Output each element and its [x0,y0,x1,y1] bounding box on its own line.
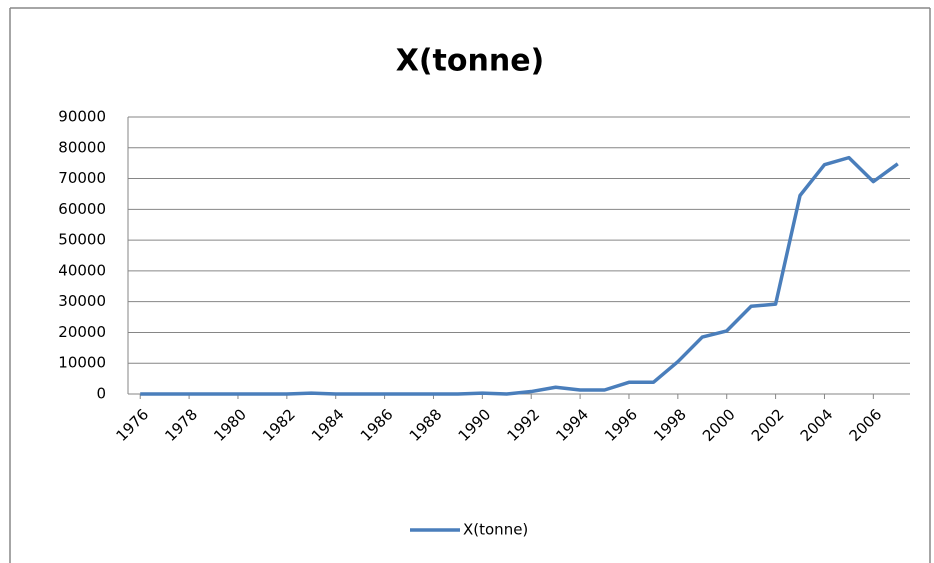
x-tick-label: 1978 [161,405,201,445]
x-tick-label: 1990 [455,405,495,445]
x-tick-label: 1998 [650,405,690,445]
x-tick-label: 2002 [748,405,788,445]
y-tick-label: 10000 [58,354,106,372]
x-tick-label: 1976 [112,405,152,445]
x-tick-label: 2006 [846,405,886,445]
y-tick-label: 20000 [58,323,106,341]
y-tick-label: 0 [96,385,106,403]
x-tick-label: 1994 [552,405,592,445]
legend-label: X(tonne) [463,521,528,539]
x-tick-label: 1984 [308,405,348,445]
y-tick-label: 90000 [58,108,106,126]
y-tick-label: 70000 [58,169,106,187]
x-tick-label: 1980 [210,405,250,445]
y-tick-label: 60000 [58,200,106,218]
x-tick-label: 2000 [699,405,739,445]
y-tick-label: 30000 [58,292,106,310]
x-tick-label: 1988 [406,405,446,445]
y-tick-label: 80000 [58,138,106,156]
x-tick-label: 1982 [259,405,299,445]
x-tick-label: 2004 [797,405,837,445]
x-tick-label: 1996 [601,405,641,445]
y-tick-label: 40000 [58,261,106,279]
chart-title: X(tonne) [396,44,545,79]
y-tick-label: 50000 [58,231,106,249]
x-tick-label: 1992 [503,405,543,445]
x-tick-label: 1986 [357,405,397,445]
data-line [140,155,899,396]
